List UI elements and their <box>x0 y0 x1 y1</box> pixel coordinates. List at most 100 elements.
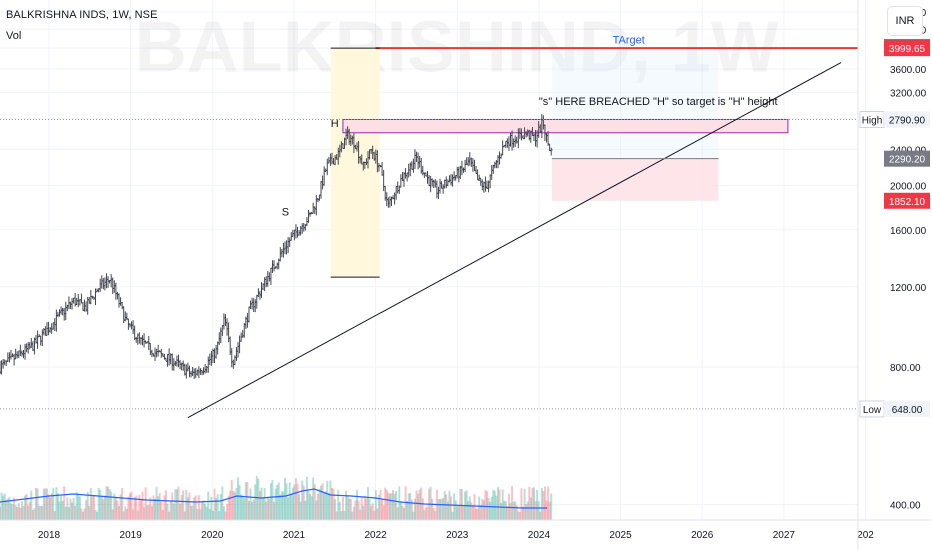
volume-bar <box>409 493 412 520</box>
volume-bar <box>171 492 174 520</box>
ohlc-bar <box>6 352 10 363</box>
volume-bar <box>232 491 235 520</box>
volume-bar <box>537 501 540 520</box>
volume-bar <box>56 493 59 520</box>
ohlc-bar <box>216 341 220 355</box>
volume-bar <box>315 500 318 520</box>
volume-bar <box>335 511 338 520</box>
volume-bar <box>482 500 485 520</box>
volume-bar <box>457 504 460 520</box>
volume-bar <box>329 480 332 520</box>
volume-bar <box>338 501 341 520</box>
ohlc-bar <box>407 163 411 178</box>
volume-bar <box>376 508 379 520</box>
volume-bar <box>166 503 169 520</box>
ohlc-bar <box>296 226 300 238</box>
ohlc-bar <box>314 195 318 216</box>
ohlc-bar <box>25 343 29 353</box>
ohlc-bar <box>501 140 505 156</box>
ohlc-bar <box>493 161 497 169</box>
volume-bar <box>33 508 36 520</box>
volume-bar <box>96 511 99 520</box>
ohlc-bar <box>29 338 33 348</box>
volume-bar <box>208 508 211 520</box>
ohlc-bar <box>436 186 440 199</box>
volume-bar <box>78 496 81 520</box>
volume-bar <box>0 492 3 520</box>
volume-bar <box>460 489 463 520</box>
volume-bar <box>459 489 462 520</box>
ohlc-bar <box>222 313 226 330</box>
projection-zone-upper <box>551 48 719 159</box>
volume-bar <box>169 500 172 520</box>
ohlc-bar <box>451 174 455 187</box>
volume-bar <box>207 491 210 520</box>
x-tick-label: 202 <box>857 530 874 541</box>
ohlc-bar <box>512 138 516 148</box>
volume-bar <box>92 495 95 520</box>
volume-bar <box>429 486 432 520</box>
volume-bar <box>309 493 312 520</box>
volume-bar <box>257 478 260 520</box>
low-tag[interactable]: Low 648.00 <box>859 400 930 418</box>
volume-bar <box>500 502 503 520</box>
volume-bar <box>103 495 106 520</box>
ohlc-bar <box>515 136 519 144</box>
ohlc-bar <box>104 273 108 289</box>
volume-bar <box>468 496 471 520</box>
volume-bar <box>41 505 44 520</box>
volume-bar <box>50 493 53 520</box>
price-tag[interactable]: 2290.20 <box>884 150 930 167</box>
volume-bar <box>35 488 38 520</box>
volume-bar <box>72 497 75 520</box>
volume-bar <box>136 510 139 520</box>
x-tick-label: 2020 <box>201 530 224 541</box>
ohlc-bar <box>462 167 466 173</box>
ohlc-bar <box>28 342 32 350</box>
ohlc-bar <box>433 179 437 188</box>
volume-bar <box>233 492 236 520</box>
currency-button[interactable]: INR <box>887 6 923 36</box>
volume-bar <box>222 506 225 520</box>
volume-bar <box>227 495 230 520</box>
ohlc-bar <box>166 354 170 367</box>
high-tag[interactable]: High 2790.90 <box>859 110 930 128</box>
volume-bar <box>71 502 74 520</box>
price-tag[interactable]: 1852.10 <box>884 192 930 209</box>
volume-bar <box>520 488 523 520</box>
ohlc-bar <box>155 348 159 358</box>
volume-bar <box>384 487 387 520</box>
ohlc-bar <box>438 178 442 194</box>
volume-bar <box>186 497 189 520</box>
ohlc-bar <box>504 140 508 149</box>
volume-bar <box>543 486 546 520</box>
volume-bar <box>396 507 399 520</box>
ohlc-bar <box>3 359 7 366</box>
volume-bar <box>44 488 47 520</box>
price-tag-label: 1852.10 <box>889 197 926 208</box>
volume-bar <box>108 489 111 520</box>
ohlc-bar <box>485 180 489 189</box>
volume-bar <box>547 486 550 520</box>
ohlc-bar <box>115 291 119 300</box>
ohlc-bar <box>256 288 260 297</box>
volume-bar <box>64 506 67 520</box>
volume-bar <box>247 500 250 520</box>
volume-bar <box>138 494 141 520</box>
volume-bar <box>114 497 117 520</box>
volume-bar <box>249 488 252 520</box>
ohlc-bar <box>469 157 473 167</box>
volume-bar <box>506 506 509 520</box>
price-tag[interactable]: 3999.65 <box>884 40 930 57</box>
volume-bar <box>113 493 116 520</box>
volume-bar <box>532 487 535 520</box>
ohlc-bar <box>266 271 270 287</box>
ohlc-bar <box>213 348 217 364</box>
ohlc-bar <box>36 330 40 349</box>
ohlc-bar <box>499 153 503 159</box>
volume-bar <box>0 506 1 520</box>
volume-bar <box>324 491 327 520</box>
volume-bar <box>219 494 222 520</box>
ohlc-bar <box>278 247 282 262</box>
